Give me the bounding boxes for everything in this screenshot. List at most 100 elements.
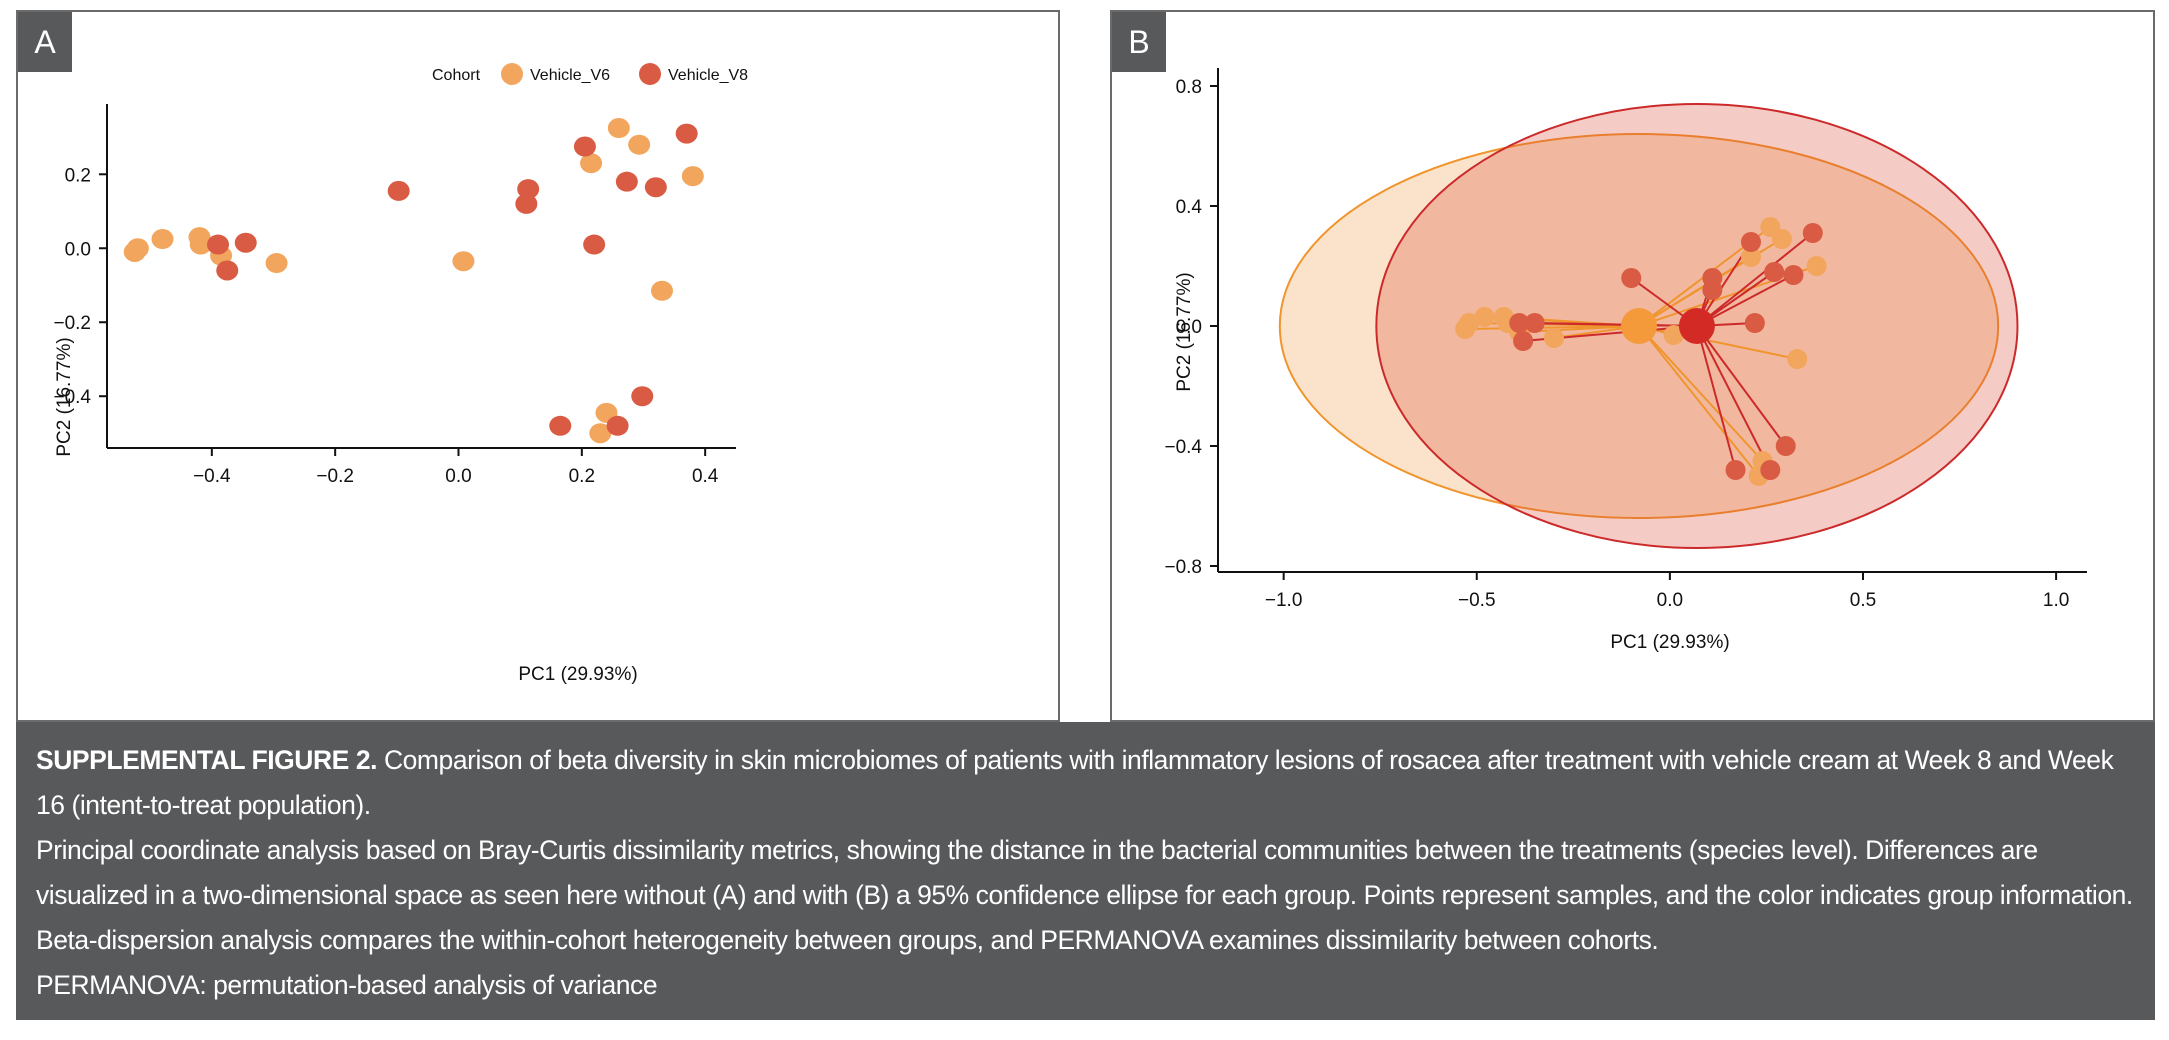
data-point-vehicle-v8 [1764, 262, 1785, 282]
caption-paragraph-1: SUPPLEMENTAL FIGURE 2. Comparison of bet… [36, 738, 2135, 828]
x-tick-label: −0.4 [193, 466, 231, 487]
x-tick-label: 0.2 [569, 466, 595, 487]
data-point-vehicle-v8 [1509, 313, 1530, 333]
centroid-vehicle-v6 [1620, 308, 1657, 344]
x-tick-label: −0.5 [1458, 590, 1496, 611]
data-point-vehicle-v6 [651, 280, 673, 301]
y-tick-label: −0.4 [1164, 437, 1202, 458]
spoke-vehicle-v6 [1638, 325, 1760, 477]
data-point-vehicle-v6 [452, 251, 475, 272]
x-axis-label: PC1 (29.93%) [518, 664, 637, 685]
pcoa-scatter-chart-a: Cohort Vehicle_V6 Vehicle_V8 −0.4 −0.2 0.0… [53, 63, 748, 685]
figure-caption: SUPPLEMENTAL FIGURE 2. Comparison of bet… [16, 722, 2155, 1020]
data-point-vehicle-v6 [607, 118, 630, 139]
data-point-vehicle-v8 [644, 177, 667, 198]
data-point-vehicle-v6 [1787, 349, 1808, 369]
data-point-vehicle-v6 [1459, 313, 1480, 333]
data-point-vehicle-v8 [1775, 436, 1796, 456]
data-point-vehicle-v6 [1474, 307, 1495, 327]
data-point-vehicle-v6 [589, 423, 612, 444]
data-point-vehicle-v8 [573, 136, 596, 157]
data-point-vehicle-v6 [1806, 256, 1827, 276]
pcoa-ellipse-chart-b: −1.0 −0.5 0.0 0.5 1.0 0.8 0.4 0.0 −0.4 −0.8 PC1 (… [1164, 68, 2087, 653]
legend-title: Cohort [432, 67, 481, 84]
spoke-vehicle-v8 [1696, 232, 1814, 327]
axes: −1.0 −0.5 0.0 0.5 1.0 0.8 0.4 0.0 −0.4 −0.8 [1164, 68, 2087, 611]
spoke-vehicle-v6 [1638, 325, 1764, 462]
spoke-vehicle-v8 [1695, 325, 1737, 471]
data-point-vehicle-v8 [1621, 268, 1642, 288]
x-tick-label: 0.0 [1657, 590, 1683, 611]
y-tick-label: 0.4 [1176, 197, 1203, 218]
x-axis-label: PC1 (29.93%) [1610, 632, 1729, 653]
panel-a-tag: A [18, 12, 72, 72]
y-tick-label: 0.0 [65, 239, 91, 260]
legend-label-vehicle-v6: Vehicle_V6 [530, 67, 610, 84]
data-point-vehicle-v8 [1744, 313, 1765, 333]
data-point-vehicle-v8 [515, 193, 538, 214]
data-points [123, 118, 704, 444]
caption-line-3: PERMANOVA: permutation-based analysis of… [36, 970, 658, 1000]
data-point-vehicle-v8 [1524, 313, 1545, 333]
legend: Cohort Vehicle_V6 Vehicle_V8 [432, 63, 748, 85]
data-point-vehicle-v6 [189, 234, 212, 255]
data-point-vehicle-v6 [1544, 328, 1565, 348]
legend-marker-vehicle-v8 [639, 63, 661, 85]
y-tick-label: −0.4 [53, 387, 91, 408]
x-tick-label: 1.0 [2043, 590, 2069, 611]
data-point-vehicle-v6 [580, 153, 603, 174]
caption-title: SUPPLEMENTAL FIGURE 2. [36, 745, 378, 775]
spoke-vehicle-v8 [1696, 325, 1772, 471]
x-tick-label: −0.2 [316, 466, 354, 487]
axes: −0.4 −0.2 0.0 0.2 0.4 0.2 0.0 −0.2 −0.4 [53, 104, 736, 487]
caption-line-1: Comparison of beta diversity in skin mic… [36, 745, 2114, 820]
data-point-vehicle-v6 [628, 134, 651, 155]
data-point-vehicle-v8 [1740, 232, 1761, 252]
x-tick-label: 0.4 [692, 466, 719, 487]
y-tick-label: −0.8 [1164, 557, 1202, 578]
data-point-vehicle-v8 [216, 260, 239, 281]
y-tick-label: −0.2 [53, 313, 91, 334]
data-point-vehicle-v8 [234, 232, 257, 253]
data-point-vehicle-v8 [1702, 280, 1723, 300]
legend-label-vehicle-v8: Vehicle_V8 [668, 67, 748, 84]
data-point-vehicle-v6 [265, 253, 288, 274]
x-tick-label: 0.5 [1850, 590, 1876, 611]
panel-b: B −1.0 −0.5 0.0 0.5 1.0 0.8 0.4 0.0 −0.4 −0.8 PC1… [1110, 10, 2155, 722]
spoke-vehicle-v8 [1696, 325, 1787, 447]
spoke-vehicle-v8 [1534, 322, 1697, 327]
data-point-vehicle-v8 [387, 180, 410, 201]
data-points [1455, 217, 1827, 486]
spoke-vehicle-v8 [1696, 274, 1794, 327]
data-point-vehicle-v6 [151, 229, 174, 250]
data-point-vehicle-v8 [207, 234, 229, 255]
data-point-vehicle-v8 [1802, 223, 1823, 243]
y-axis-label: PC2 (16.77%) [54, 337, 75, 456]
data-point-vehicle-v8 [675, 123, 698, 144]
data-point-vehicle-v8 [549, 415, 572, 436]
caption-line-2: Principal coordinate analysis based on B… [36, 835, 2133, 955]
data-point-vehicle-v8 [1725, 460, 1746, 480]
y-tick-label: 0.0 [1176, 317, 1202, 338]
data-point-vehicle-v6 [1663, 325, 1684, 345]
legend-marker-vehicle-v6 [501, 63, 523, 85]
data-point-vehicle-v8 [517, 179, 540, 200]
data-point-vehicle-v8 [615, 171, 638, 192]
panel-b-tag: B [1112, 12, 1166, 72]
data-point-vehicle-v8 [1760, 460, 1781, 480]
data-point-vehicle-v6 [1740, 247, 1761, 267]
data-point-vehicle-v8 [583, 234, 606, 255]
data-point-vehicle-v8 [631, 386, 654, 407]
panel-a: A Cohort Vehicle_V6 Vehicle_V8 −0.4 −0.2 0… [16, 10, 1060, 722]
y-tick-label: 0.8 [1176, 77, 1202, 98]
x-tick-label: 0.0 [445, 466, 471, 487]
y-tick-label: 0.2 [65, 165, 91, 186]
y-axis-label: PC2 (16.77%) [1174, 272, 1195, 391]
data-point-vehicle-v8 [1513, 331, 1534, 351]
data-point-vehicle-v8 [1783, 265, 1804, 285]
data-point-vehicle-v6 [123, 241, 146, 262]
data-point-vehicle-v6 [681, 166, 704, 187]
centroid-vehicle-v8 [1678, 308, 1715, 344]
data-point-vehicle-v8 [606, 415, 629, 436]
data-point-vehicle-v6 [1771, 229, 1792, 249]
